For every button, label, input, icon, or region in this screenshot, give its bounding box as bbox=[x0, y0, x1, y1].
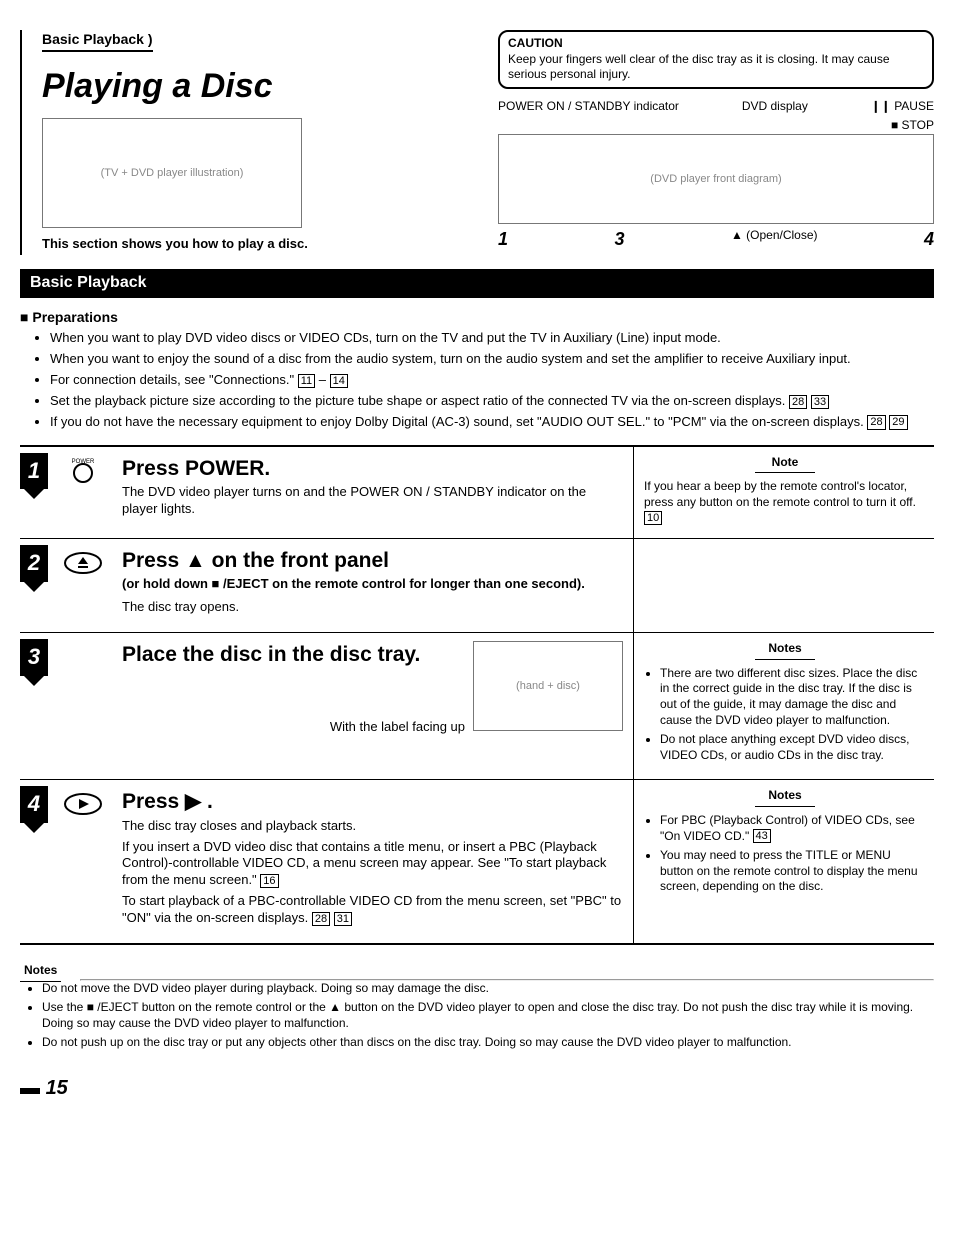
section-heading-bar: Basic Playback bbox=[20, 269, 934, 298]
pageref: 43 bbox=[753, 829, 771, 843]
pageref: 31 bbox=[334, 912, 352, 926]
side-note-head: Note bbox=[755, 455, 815, 474]
side-note-item: For PBC (Playback Control) of VIDEO CDs,… bbox=[660, 813, 926, 844]
steps-table: 1 POWER Press POWER. The DVD video playe… bbox=[20, 445, 934, 945]
pageref: 28 bbox=[789, 395, 807, 409]
page-title: Playing a Disc bbox=[42, 64, 478, 108]
side-note-item: You may need to press the TITLE or MENU … bbox=[660, 848, 926, 895]
disc-tray-illustration: (hand + disc) bbox=[473, 641, 623, 731]
step-side: Notes There are two different disc sizes… bbox=[634, 633, 934, 779]
prep-text: Set the playback picture size according … bbox=[50, 393, 785, 408]
step-body: If you insert a DVD video disc that cont… bbox=[122, 839, 623, 890]
preparations-list: When you want to play DVD video discs or… bbox=[20, 330, 934, 430]
prep-item: If you do not have the necessary equipme… bbox=[50, 414, 934, 431]
bottom-notes: Notes Do not move the DVD video player d… bbox=[20, 963, 934, 1051]
step-main: Press ▲ on the front panel (or hold down… bbox=[118, 539, 634, 632]
prep-item: When you want to enjoy the sound of a di… bbox=[50, 351, 934, 368]
callout-n3: 3 bbox=[614, 228, 624, 251]
callout-open: ▲ (Open/Close) bbox=[731, 228, 818, 251]
header-right: CAUTION Keep your fingers well clear of … bbox=[498, 30, 934, 255]
pageref: 10 bbox=[644, 511, 662, 525]
page-header: Basic Playback Playing a Disc (TV + DVD … bbox=[20, 30, 934, 255]
header-left: Basic Playback Playing a Disc (TV + DVD … bbox=[42, 30, 478, 253]
step-number: 1 bbox=[20, 453, 48, 490]
pageref: 28 bbox=[312, 912, 330, 926]
callout-pause: ❙❙ PAUSE bbox=[871, 99, 934, 115]
side-note-head: Notes bbox=[755, 641, 815, 660]
dvd-callout-bottom: 1 3 ▲ (Open/Close) 4 bbox=[498, 228, 934, 251]
side-note-text: For PBC (Playback Control) of VIDEO CDs,… bbox=[660, 813, 915, 843]
step-side bbox=[634, 539, 934, 632]
side-note-list: For PBC (Playback Control) of VIDEO CDs,… bbox=[644, 813, 926, 895]
step-side: Notes For PBC (Playback Control) of VIDE… bbox=[634, 780, 934, 943]
bottom-notes-list: Do not move the DVD video player during … bbox=[20, 981, 934, 1051]
callout-n4: 4 bbox=[924, 228, 934, 251]
bottom-note-item: Do not push up on the disc tray or put a… bbox=[42, 1035, 934, 1051]
step-body: To start playback of a PBC-controllable … bbox=[122, 893, 623, 927]
dvd-top-illustration: (DVD player front diagram) bbox=[498, 134, 934, 224]
step-row: 2 Press ▲ on the front panel (or hold do… bbox=[20, 539, 934, 633]
prep-item: For connection details, see "Connections… bbox=[50, 372, 934, 389]
side-note-item: There are two different disc sizes. Plac… bbox=[660, 666, 926, 728]
pageref: 16 bbox=[260, 874, 278, 888]
step-title: Press ▲ on the front panel bbox=[122, 547, 623, 574]
step-body: The DVD video player turns on and the PO… bbox=[122, 484, 623, 518]
caution-body: Keep your fingers well clear of the disc… bbox=[508, 52, 924, 83]
pageref: 14 bbox=[330, 374, 348, 388]
power-button-icon: POWER bbox=[48, 447, 118, 538]
pageref: 29 bbox=[889, 415, 907, 429]
step-main: (hand + disc) Place the disc in the disc… bbox=[118, 633, 634, 779]
bottom-note-item: Use the ■ /EJECT button on the remote co… bbox=[42, 1000, 934, 1031]
step-main: Press ▶ . The disc tray closes and playb… bbox=[118, 780, 634, 943]
step-title: Press ▶ . bbox=[122, 788, 623, 815]
caution-head: CAUTION bbox=[508, 36, 924, 52]
step-main: Press POWER. The DVD video player turns … bbox=[118, 447, 634, 538]
prep-item: Set the playback picture size according … bbox=[50, 393, 934, 410]
tv-dvd-illustration: (TV + DVD player illustration) bbox=[42, 118, 302, 228]
page-number: 15 bbox=[20, 1075, 934, 1101]
side-note-head: Notes bbox=[755, 788, 815, 807]
side-note-body: If you hear a beep by the remote control… bbox=[644, 479, 916, 509]
prep-text: For connection details, see "Connections… bbox=[50, 372, 294, 387]
step-side: Note If you hear a beep by the remote co… bbox=[634, 447, 934, 538]
step-body: The disc tray closes and playback starts… bbox=[122, 818, 623, 835]
bottom-note-item: Do not move the DVD video player during … bbox=[42, 981, 934, 997]
prep-text: If you do not have the necessary equipme… bbox=[50, 414, 864, 429]
preparations-head: Preparations bbox=[20, 308, 934, 326]
step-body-text: If you insert a DVD video disc that cont… bbox=[122, 839, 606, 888]
callout-power: POWER ON / STANDBY indicator bbox=[498, 99, 679, 115]
step-row: 4 Press ▶ . The disc tray closes and pla… bbox=[20, 780, 934, 945]
play-button-icon bbox=[48, 780, 118, 943]
eject-button-icon bbox=[48, 539, 118, 632]
disc-tray-icon bbox=[48, 633, 118, 779]
step-body: The disc tray opens. bbox=[122, 599, 623, 616]
section-explains: This section shows you how to play a dis… bbox=[42, 236, 478, 253]
prep-item: When you want to play DVD video discs or… bbox=[50, 330, 934, 347]
preparations: Preparations When you want to play DVD v… bbox=[20, 308, 934, 431]
callout-display: DVD display bbox=[742, 99, 808, 115]
step-row: 1 POWER Press POWER. The DVD video playe… bbox=[20, 447, 934, 539]
step-number: 2 bbox=[20, 545, 48, 582]
callout-stop: ■ STOP bbox=[498, 118, 934, 134]
step-title: Press POWER. bbox=[122, 455, 623, 482]
side-note-item: Do not place anything except DVD video d… bbox=[660, 732, 926, 763]
pageref: 33 bbox=[811, 395, 829, 409]
step-subtitle: (or hold down ■ /EJECT on the remote con… bbox=[122, 576, 623, 593]
step-number: 3 bbox=[20, 639, 48, 676]
caution-box: CAUTION Keep your fingers well clear of … bbox=[498, 30, 934, 89]
chapter-label: Basic Playback bbox=[42, 30, 153, 52]
step-body-text: To start playback of a PBC-controllable … bbox=[122, 893, 621, 925]
bottom-notes-head: Notes bbox=[20, 963, 61, 982]
step-number: 4 bbox=[20, 786, 48, 823]
dvd-callout-top: POWER ON / STANDBY indicator DVD display… bbox=[498, 99, 934, 115]
side-note-list: There are two different disc sizes. Plac… bbox=[644, 666, 926, 764]
callout-n1: 1 bbox=[498, 228, 508, 251]
step-row: 3 (hand + disc) Place the disc in the di… bbox=[20, 633, 934, 780]
pageref: 28 bbox=[867, 415, 885, 429]
svg-text:POWER: POWER bbox=[72, 459, 95, 465]
pageref: 11 bbox=[298, 374, 315, 388]
